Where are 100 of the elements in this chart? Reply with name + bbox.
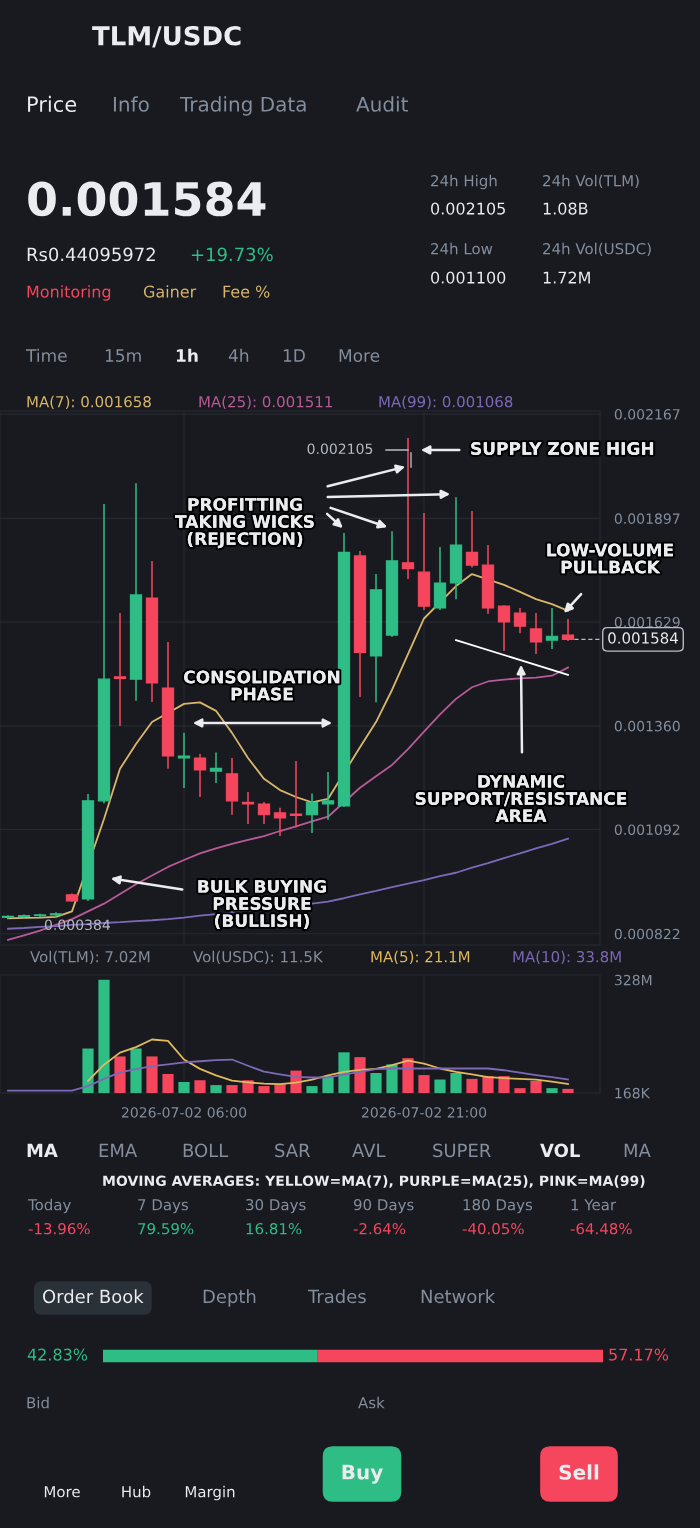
bar [450,1072,462,1093]
bar [130,1048,142,1093]
text: Buy [342,1464,383,1484]
annotation: DYNAMIC SUPPORT/RESISTANCE AREA [415,774,627,822]
candlestick [305,792,319,834]
text: VOL [540,1143,580,1158]
x-tick-label: 2026-07-02 21:00 [361,1107,487,1118]
text: MA [27,1143,58,1157]
bar [146,1056,158,1093]
bar [210,1085,222,1093]
text: MA(7): 0.001658 [27,395,151,410]
bar [354,1057,366,1093]
text: 0.001584 [28,181,266,217]
text: AVL [352,1143,386,1157]
text: -2.64% [353,1223,406,1235]
text: Hub [122,1485,151,1498]
text: 24h High [431,174,497,190]
text: Network [421,1289,496,1304]
text: Trades [307,1289,366,1304]
bar [82,1048,94,1093]
text: 7 Days [138,1199,189,1214]
bar [194,1080,206,1093]
candlestick [561,618,575,642]
text: MA(5): 21.1M [371,950,470,965]
text: Sell [559,1464,599,1480]
text: +19.73% [191,247,273,262]
text: Gainer [143,285,197,298]
text: 1h [176,348,198,362]
text: Trading Data [179,96,306,116]
candlestick [241,791,255,825]
data-label: 57.17% [609,1348,669,1361]
bar [402,1058,414,1093]
candlestick [513,607,527,634]
text: 1D [283,349,305,362]
text: 1.72M [543,271,590,284]
text: Margin [185,1485,235,1501]
ref-line-label: 0.001584 [608,632,678,644]
text: Vol(TLM): 7.02M [30,950,150,965]
candlestick [321,771,335,821]
text: MA(25): 0.001511 [199,395,332,410]
data-label: 42.83% [27,1348,88,1361]
bar [226,1085,238,1093]
y-tick-label: 0.002167 [614,409,680,420]
annotation: BULK BUYING PRESSURE (BULLISH) [198,879,326,930]
bar [306,1086,318,1093]
text: Rs0.44095972 [27,247,155,262]
text: 24h Low [431,242,493,255]
text: More [339,349,380,362]
y-tick-label: 0.001897 [614,513,680,524]
text: More [44,1486,80,1498]
text: -64.48% [570,1223,632,1235]
bar [530,1080,542,1093]
bar [338,1052,350,1093]
candlestick [257,801,271,825]
text: SUPER [433,1143,491,1158]
text: 1.08B [543,202,588,215]
bar [178,1081,190,1093]
candlestick [545,607,559,650]
line-series [87,1038,569,1085]
text: EMA [99,1143,138,1157]
text: BOLL [183,1143,229,1158]
text: 1 Year [571,1199,617,1211]
candlestick [497,604,511,652]
annotation: 0.002105 [307,443,373,455]
text: Info [113,96,149,112]
text: Bid [27,1396,49,1409]
candlestick [273,807,287,837]
text: -40.05% [462,1223,524,1235]
text: Fee % [223,285,270,298]
text: 90 Days [353,1199,414,1214]
text: 0.001100 [431,271,506,284]
bar [434,1079,446,1093]
text: 24h Vol(TLM) [543,174,639,189]
y-tick-label: 328M [614,974,652,986]
text: Today [27,1198,71,1214]
text: Order Book [43,1289,144,1304]
text: 0.002105 [431,202,505,215]
candlestick [209,751,223,784]
text: 4h [228,348,249,362]
y-tick-label: 0.000822 [614,928,680,940]
text: Price [28,95,77,113]
text: -13.96% [28,1223,90,1235]
text: MOVING AVERAGES: YELLOW=MA(7), PURPLE=MA(25), PINK=MA(99) [103,1175,645,1188]
line-series [7,837,569,930]
text: 79.59% [138,1223,194,1235]
text: Time [25,348,67,362]
text: 180 Days [463,1199,533,1214]
bar [482,1076,494,1093]
text: 30 Days [246,1199,306,1214]
text: MA(99): 0.001068 [379,395,513,410]
bar [466,1078,478,1093]
y-tick-label: 0.001092 [614,824,680,835]
text: Vol(USDC): 11.5K [193,950,324,965]
y-tick-label: 0.001629 [614,616,680,628]
candlestick [529,612,543,655]
text: TLM/USDC [92,25,241,48]
annotation: SUPPLY ZONE HIGH [471,442,654,455]
text: MA [624,1143,651,1157]
candlestick [193,753,207,798]
line-series [7,1058,569,1092]
